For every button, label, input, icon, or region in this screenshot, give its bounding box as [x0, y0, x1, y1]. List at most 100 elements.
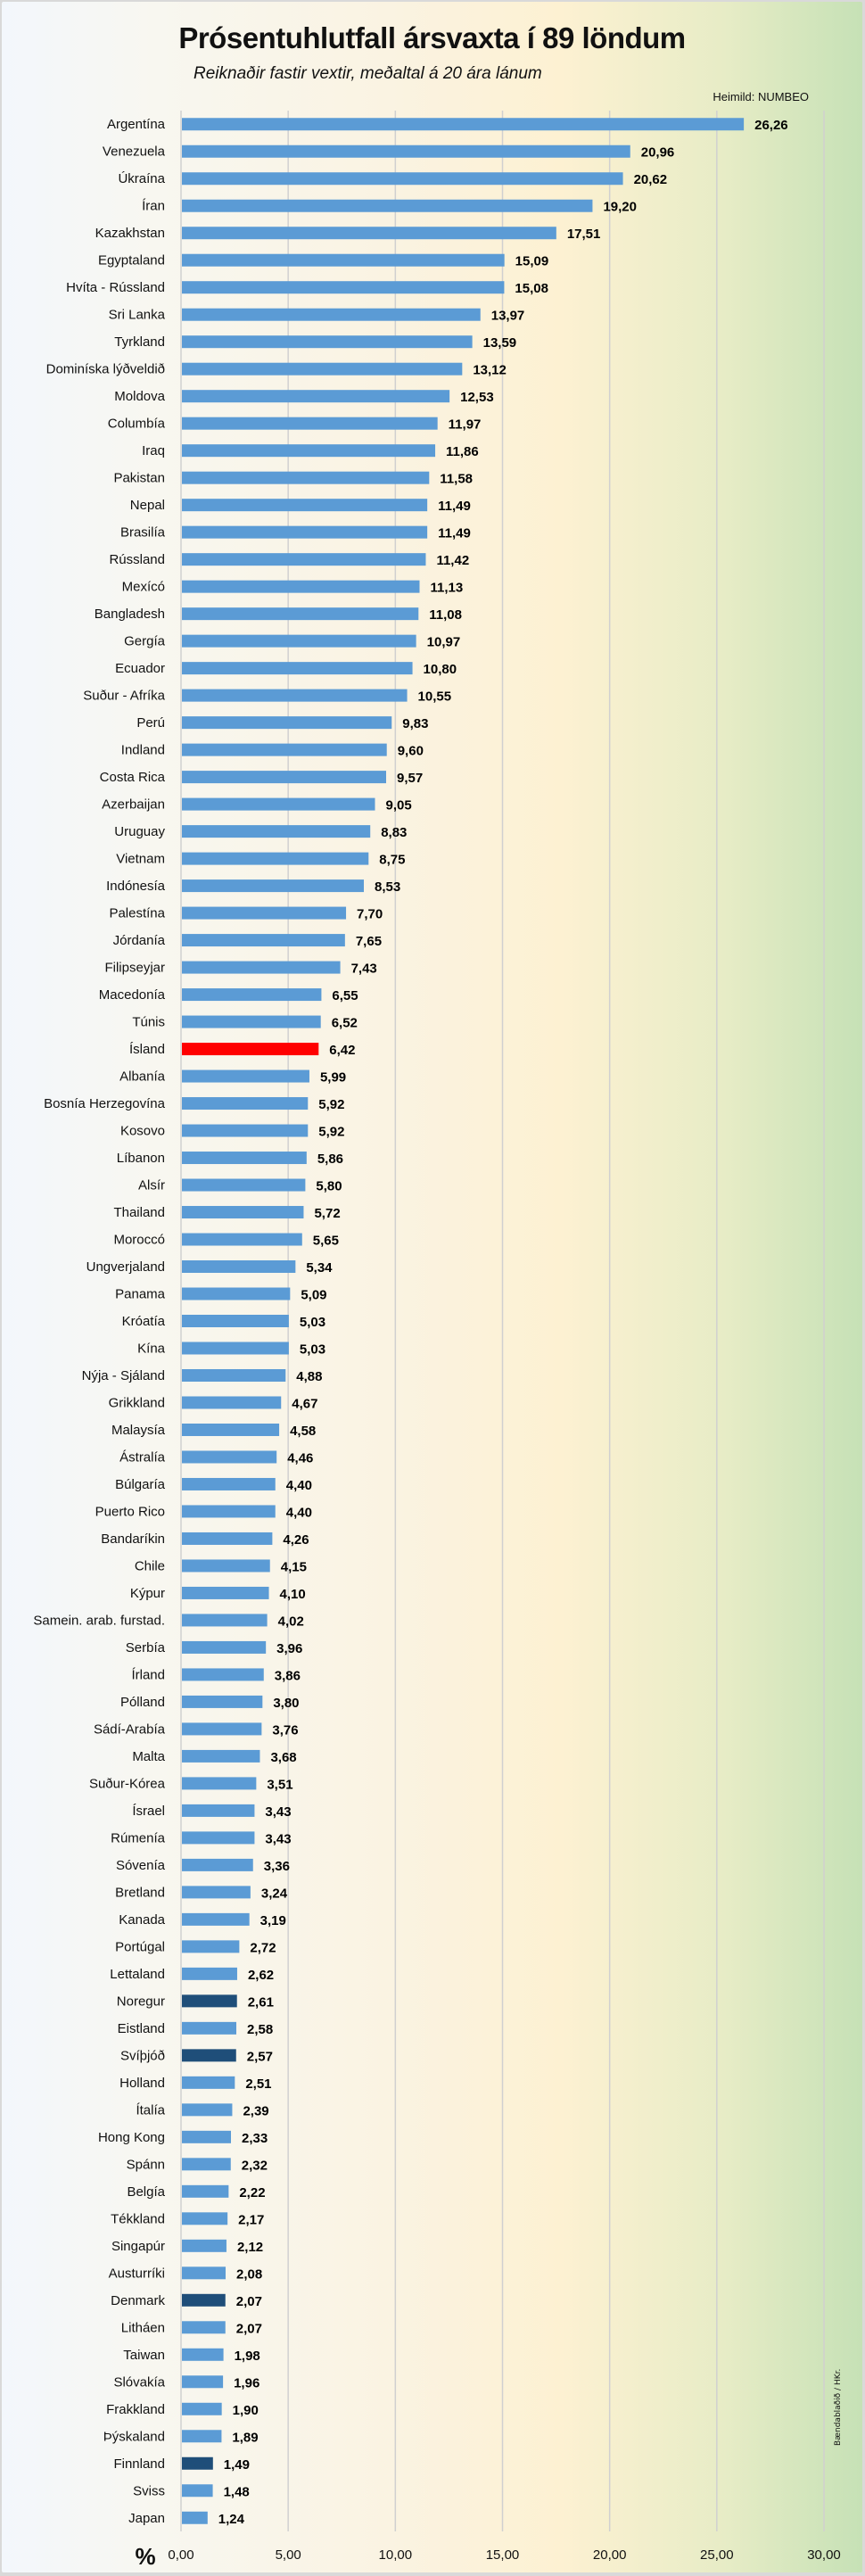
value-label: 13,59 [483, 335, 517, 351]
value-label: 4,02 [278, 1614, 304, 1629]
category-label: Ungverjaland [86, 1259, 165, 1275]
category-label: Japan [128, 2511, 165, 2526]
category-label: Columbía [108, 417, 166, 432]
value-label: 5,03 [300, 1342, 325, 1357]
value-label: 3,19 [260, 1913, 286, 1928]
value-label: 2,22 [239, 2185, 265, 2200]
bar [182, 2212, 228, 2225]
bar [182, 797, 375, 811]
bar [182, 988, 322, 1002]
bar [182, 281, 505, 294]
category-label: Írland [131, 1667, 165, 1682]
value-label: 3,36 [264, 1859, 290, 1874]
bar [182, 253, 505, 267]
bar [182, 471, 430, 484]
value-label: 3,43 [265, 1804, 291, 1820]
bar [182, 2184, 229, 2198]
bar [182, 2402, 222, 2415]
category-label: Lettaland [110, 1967, 165, 1982]
category-label: Króatía [122, 1314, 166, 1329]
bar [182, 771, 386, 784]
bar [182, 2103, 233, 2117]
category-label: Spánn [127, 2157, 165, 2172]
category-label: Túnis [132, 1015, 165, 1030]
value-label: 2,32 [242, 2158, 268, 2173]
value-label: 4,26 [283, 1532, 309, 1548]
category-label: Malaysía [111, 1423, 166, 1438]
bar [182, 1912, 250, 1926]
category-label: Alsír [138, 1178, 165, 1193]
value-label: 2,07 [236, 2294, 262, 2309]
value-label: 3,96 [276, 1641, 302, 1656]
category-label: Nepal [130, 498, 165, 513]
bar [182, 1804, 255, 1817]
value-label: 1,98 [235, 2349, 260, 2364]
bar [182, 2430, 222, 2443]
value-label: 9,57 [397, 771, 423, 786]
bar [182, 1233, 302, 1246]
category-label: Indónesía [106, 879, 166, 894]
category-label: Litháen [121, 2320, 165, 2335]
category-label: Líbanon [117, 1151, 165, 1166]
category-label: Pólland [120, 1695, 165, 1710]
bar [182, 2158, 231, 2171]
category-label: Egyptaland [98, 253, 165, 268]
category-label: Eistland [118, 2021, 165, 2036]
bar [182, 2266, 226, 2280]
category-label: Gergía [124, 634, 166, 649]
category-label: Macedonía [99, 987, 166, 1003]
bar [182, 2021, 237, 2035]
category-label: Iraq [142, 443, 165, 458]
category-label: Jórdanía [113, 933, 166, 948]
value-label: 11,13 [430, 581, 463, 596]
category-label: Tyrkland [114, 334, 165, 350]
bar [182, 2321, 226, 2334]
value-label: 5,80 [316, 1179, 342, 1194]
category-label: Malta [132, 1749, 165, 1764]
bar [182, 1614, 268, 1627]
value-label: 2,17 [238, 2212, 264, 2227]
category-label: Taiwan [123, 2348, 165, 2363]
category-label: Hong Kong [98, 2130, 165, 2145]
bar [182, 499, 428, 512]
category-label: Moldova [114, 389, 165, 404]
bar [182, 1994, 237, 2008]
bar [182, 362, 463, 376]
bar [182, 118, 745, 131]
bar [182, 335, 473, 349]
value-label: 2,61 [248, 1994, 274, 2010]
category-label: Bangladesh [95, 607, 165, 622]
value-label: 10,80 [424, 662, 457, 677]
value-label: 3,80 [273, 1696, 299, 1711]
value-label: 11,49 [438, 499, 471, 514]
bar [182, 1777, 257, 1790]
value-label: 4,40 [286, 1478, 312, 1493]
value-label: 2,12 [237, 2240, 263, 2255]
value-label: 1,89 [232, 2430, 258, 2445]
category-label: Uruguay [114, 824, 165, 839]
value-label: 11,42 [436, 553, 469, 568]
value-label: 9,60 [398, 744, 424, 759]
category-label: Grikkland [109, 1395, 165, 1410]
bar [182, 1886, 251, 1899]
value-label: 5,03 [300, 1315, 325, 1330]
value-label: 2,07 [236, 2321, 262, 2336]
category-label: Mexícó [122, 580, 165, 595]
category-label: Sádí-Arabía [94, 1721, 166, 1737]
value-label: 5,65 [313, 1234, 339, 1249]
bar [182, 2239, 227, 2252]
value-label: 8,83 [381, 825, 407, 840]
category-label: Moroccó [113, 1233, 165, 1248]
value-label: 1,24 [218, 2512, 245, 2527]
bar [182, 1043, 319, 1056]
bar [182, 444, 436, 458]
x-tick-label: 15,00 [486, 2547, 520, 2563]
value-label: 5,99 [320, 1070, 346, 1086]
value-label: 2,33 [242, 2131, 268, 2146]
bar [182, 716, 392, 730]
value-label: 12,53 [460, 390, 494, 405]
bar [182, 1722, 262, 1736]
bar [182, 172, 623, 186]
